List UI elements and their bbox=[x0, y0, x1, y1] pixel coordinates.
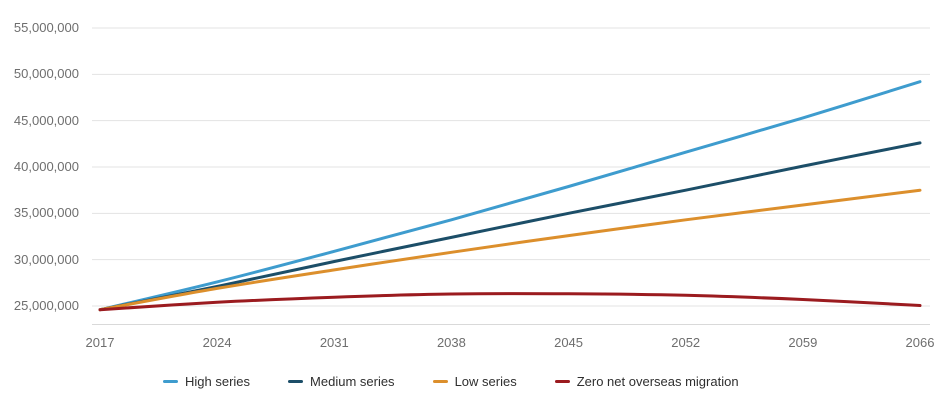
legend-label: Medium series bbox=[310, 373, 395, 389]
series-line-zero-net-overseas-migration bbox=[98, 292, 922, 312]
y-axis-tick-label: 50,000,000 bbox=[13, 66, 79, 82]
legend-item-medium-series[interactable]: Medium series bbox=[288, 374, 395, 389]
legend-line-marker-icon bbox=[432, 379, 448, 383]
x-axis-tick-label: 2045 bbox=[554, 335, 584, 350]
y-axis-tick-label: 40,000,000 bbox=[13, 159, 79, 174]
x-axis-tick-label: 2052 bbox=[671, 335, 701, 350]
y-axis-tick-label: 35,000,000 bbox=[13, 205, 79, 221]
y-axis-tick-label: 30,000,000 bbox=[13, 251, 79, 267]
series-line-medium-series bbox=[98, 141, 922, 312]
legend-item-low-series[interactable]: Low series bbox=[432, 373, 517, 389]
x-axis-tick-label: 2017 bbox=[85, 335, 115, 350]
x-axis-tick-label: 2031 bbox=[319, 335, 349, 350]
x-axis-tick-label: 2024 bbox=[202, 335, 232, 350]
legend: High series Medium series Low series Zero n… bbox=[163, 371, 739, 391]
legend-item-high-series[interactable]: High series bbox=[163, 374, 250, 389]
y-axis-tick-label: 25,000,000 bbox=[13, 298, 79, 313]
legend-line-marker-icon bbox=[288, 379, 304, 383]
y-axis-tick-label: 55,000,000 bbox=[13, 20, 79, 35]
legend-line-marker-icon bbox=[163, 379, 178, 383]
x-axis-tick-label: 2066 bbox=[905, 335, 935, 350]
x-axis-tick-label: 2059 bbox=[788, 335, 818, 350]
series-line-high-series bbox=[98, 80, 922, 312]
x-axis-tick-label: 2038 bbox=[436, 335, 466, 350]
legend-label: High series bbox=[185, 373, 251, 389]
series-line-low-series bbox=[98, 188, 922, 312]
legend-item-zero-net-overseas-migration[interactable]: Zero net overseas migration bbox=[554, 373, 739, 389]
legend-line-marker-icon bbox=[554, 379, 570, 383]
legend-label: Low series bbox=[454, 373, 517, 389]
y-axis-tick-label: 45,000,000 bbox=[13, 112, 79, 128]
legend-label: Zero net overseas migration bbox=[576, 373, 739, 389]
